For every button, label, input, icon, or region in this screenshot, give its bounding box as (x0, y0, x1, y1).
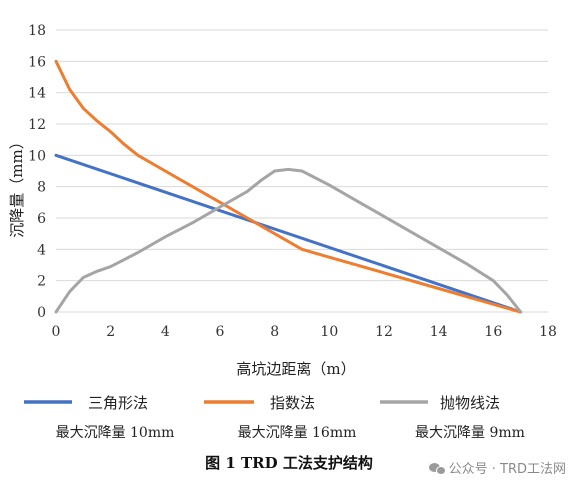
y-tick-label: 6 (37, 211, 46, 227)
y-tick-label: 10 (28, 148, 46, 164)
y-tick-label: 12 (28, 117, 46, 133)
figure-caption: 图 1 TRD 工法支护结构 (205, 454, 373, 472)
x-tick-label: 12 (375, 324, 393, 340)
series-line (54, 167, 523, 314)
x-tick-label: 16 (484, 324, 502, 340)
x-tick-labels: 0 2 4 6 8 10 12 14 16 18 (52, 324, 557, 340)
x-tick-label: 0 (52, 324, 61, 340)
x-tick-label: 14 (430, 324, 448, 340)
y-tick-label: 2 (37, 274, 46, 290)
x-tick-label: 18 (539, 324, 557, 340)
x-tick-label: 6 (216, 324, 225, 340)
x-tick-label: 2 (106, 324, 115, 340)
wechat-icon (428, 462, 446, 475)
y-tick-label: 16 (28, 54, 46, 70)
legend-label: 抛物线法 (440, 394, 500, 412)
x-tick-label: 4 (161, 324, 170, 340)
y-axis-title: 沉降量（mm） (8, 134, 26, 237)
legend-note: 最大沉降量 10mm (56, 425, 175, 441)
watermark: 公众号 · TRD工法网 (428, 458, 566, 477)
y-tick-label: 8 (37, 180, 46, 196)
legend-note: 最大沉降量 9mm (415, 425, 525, 441)
watermark-text: 公众号 · TRD工法网 (448, 462, 566, 477)
x-tick-label: 8 (270, 324, 279, 340)
y-tick-labels: 0 2 4 6 8 10 12 14 16 18 (28, 23, 46, 321)
y-tick-label: 18 (28, 23, 46, 39)
series-lines (54, 59, 523, 314)
series-line (54, 59, 523, 314)
legend-label: 三角形法 (88, 394, 148, 412)
series-line (54, 153, 523, 314)
legend-label: 指数法 (270, 394, 315, 412)
legend-note: 最大沉降量 16mm (238, 425, 357, 441)
x-axis-title: 高坑边距离（m） (236, 360, 355, 378)
x-tick-label: 10 (320, 324, 338, 340)
y-tick-label: 0 (37, 305, 46, 321)
y-tick-label: 4 (37, 242, 46, 258)
y-tick-label: 14 (28, 86, 46, 102)
